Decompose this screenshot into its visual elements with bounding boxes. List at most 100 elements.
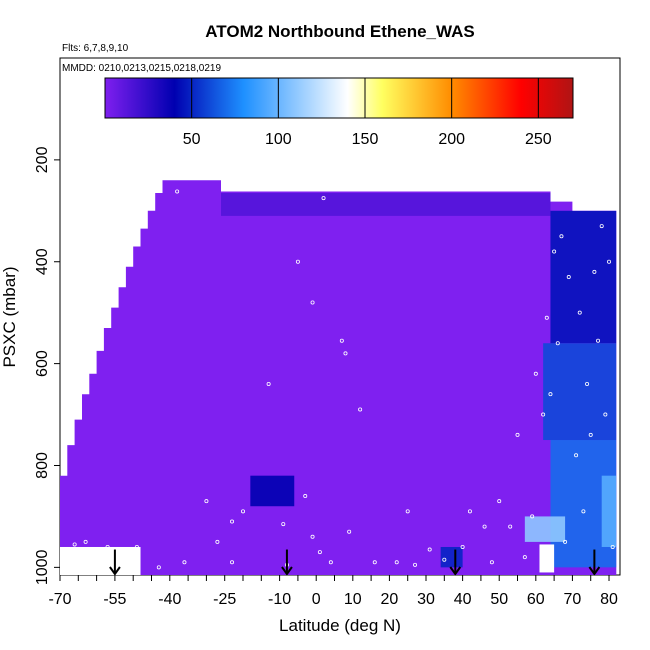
sample-point <box>266 381 271 386</box>
sample-point <box>544 315 549 320</box>
sample-point <box>607 259 612 264</box>
sample-point <box>72 542 77 547</box>
sample-point <box>343 351 348 356</box>
sample-point <box>134 544 139 549</box>
arrow-head <box>281 566 293 576</box>
y-tick-label: 400 <box>34 248 51 275</box>
x-tick-label: -70 <box>48 591 71 608</box>
heatmap-region-upper-troposphere-band <box>221 192 551 216</box>
heatmap-region-midlat-surface-plume <box>440 546 463 568</box>
sample-point <box>555 341 560 346</box>
x-tick-label: 80 <box>600 591 618 608</box>
colorbar: 50 100 150 200 250 <box>104 77 574 148</box>
heatmap-missing-1 <box>539 544 555 573</box>
colorbar-tick-label: 250 <box>525 131 552 148</box>
arrow-head <box>449 566 462 576</box>
x-tick-label: 40 <box>454 591 472 608</box>
heatmap-missing-0 <box>60 546 141 575</box>
sample-point <box>533 371 538 376</box>
chart-title: ATOM2 Northbound Ethene_WAS <box>205 22 474 41</box>
sample-point <box>497 499 502 504</box>
x-axis-label: Latitude (deg N) <box>279 616 401 635</box>
sample-point <box>281 522 286 527</box>
sample-point <box>530 514 535 519</box>
sample-point <box>596 338 601 343</box>
x-tick-label: -55 <box>103 591 126 608</box>
sample-point <box>515 432 520 437</box>
colorbar-tick-label: 200 <box>438 131 465 148</box>
colorbar-ticks: 50 100 150 200 250 <box>183 78 552 148</box>
heatmap-region-arctic-upper <box>550 210 617 344</box>
sample-point <box>83 539 88 544</box>
arrow-head <box>588 566 601 576</box>
colorbar-tick-label: 100 <box>265 131 292 148</box>
sample-point <box>156 565 161 570</box>
sample-point <box>347 529 352 534</box>
sample-point <box>585 381 590 386</box>
sample-point <box>552 249 557 254</box>
sample-point <box>581 509 586 514</box>
colorbar-tick-label: 150 <box>352 131 379 148</box>
arrow-markers <box>109 549 601 576</box>
x-tick-label: -10 <box>268 591 291 608</box>
heatmap-region-tropics-lower-plume <box>250 475 295 507</box>
x-tick-label: 20 <box>381 591 399 608</box>
sample-point <box>566 275 571 280</box>
x-tick-label: 70 <box>564 591 582 608</box>
sample-point <box>489 560 494 565</box>
x-axis: -70 -55 -40 -25 -10 0 10 20 30 40 50 60 70 80 <box>48 575 618 608</box>
heatmap-region-arctic-surface-plume <box>601 475 617 547</box>
sample-point <box>508 524 513 529</box>
y-axis-label: PSXC (mbar) <box>0 266 19 367</box>
latitude-arrow <box>449 549 462 576</box>
sample-point <box>310 300 315 305</box>
x-tick-label: 60 <box>527 591 545 608</box>
sample-point <box>230 519 235 524</box>
sample-points-layer <box>72 189 615 570</box>
x-tick-label: -40 <box>158 591 181 608</box>
sample-point <box>339 338 344 343</box>
y-tick-label: 600 <box>34 350 51 377</box>
sample-point <box>413 562 418 567</box>
sample-point <box>482 524 487 529</box>
x-tick-label: 10 <box>344 591 362 608</box>
sample-point <box>241 509 246 514</box>
sample-point <box>295 259 300 264</box>
sample-point <box>105 544 110 549</box>
sample-point <box>559 234 564 239</box>
sample-point <box>599 224 604 229</box>
sample-point <box>522 555 527 560</box>
sample-point <box>592 269 597 274</box>
heatmap-coverage <box>60 167 617 575</box>
sample-point <box>588 432 593 437</box>
sample-point <box>570 193 575 198</box>
x-tick-label: -25 <box>213 591 236 608</box>
sample-point <box>467 509 472 514</box>
sample-point <box>460 544 465 549</box>
x-tick-label: 0 <box>312 591 321 608</box>
sample-point <box>405 509 410 514</box>
sample-point <box>215 539 220 544</box>
flights-subtitle: Flts: 6,7,8,9,10 <box>62 43 129 54</box>
y-tick-label: 800 <box>34 452 51 479</box>
sample-point <box>442 557 447 562</box>
y-tick-label: 200 <box>34 146 51 173</box>
sample-point <box>310 534 315 539</box>
sample-point <box>427 547 432 552</box>
x-tick-label: 50 <box>490 591 508 608</box>
sample-point <box>182 560 187 565</box>
dates-subtitle: MMDD: 0210,0213,0215,0218,0219 <box>62 63 221 74</box>
sample-point <box>230 560 235 565</box>
sample-point <box>204 499 209 504</box>
sample-point <box>603 412 608 417</box>
latitude-arrow <box>588 549 601 576</box>
sample-point <box>541 412 546 417</box>
heatmap-region-arctic-boundary-layer <box>524 516 566 542</box>
y-tick-label: 1000 <box>34 549 51 585</box>
sample-point <box>175 189 180 194</box>
sample-point <box>358 407 363 412</box>
latitude-arrow <box>109 549 121 576</box>
sample-point <box>610 544 615 549</box>
sample-point <box>317 550 322 555</box>
